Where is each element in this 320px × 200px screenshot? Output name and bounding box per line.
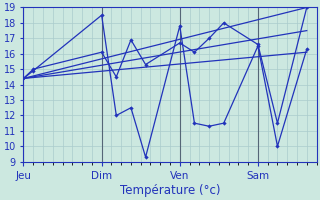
X-axis label: Température (°c): Température (°c) [120,184,220,197]
